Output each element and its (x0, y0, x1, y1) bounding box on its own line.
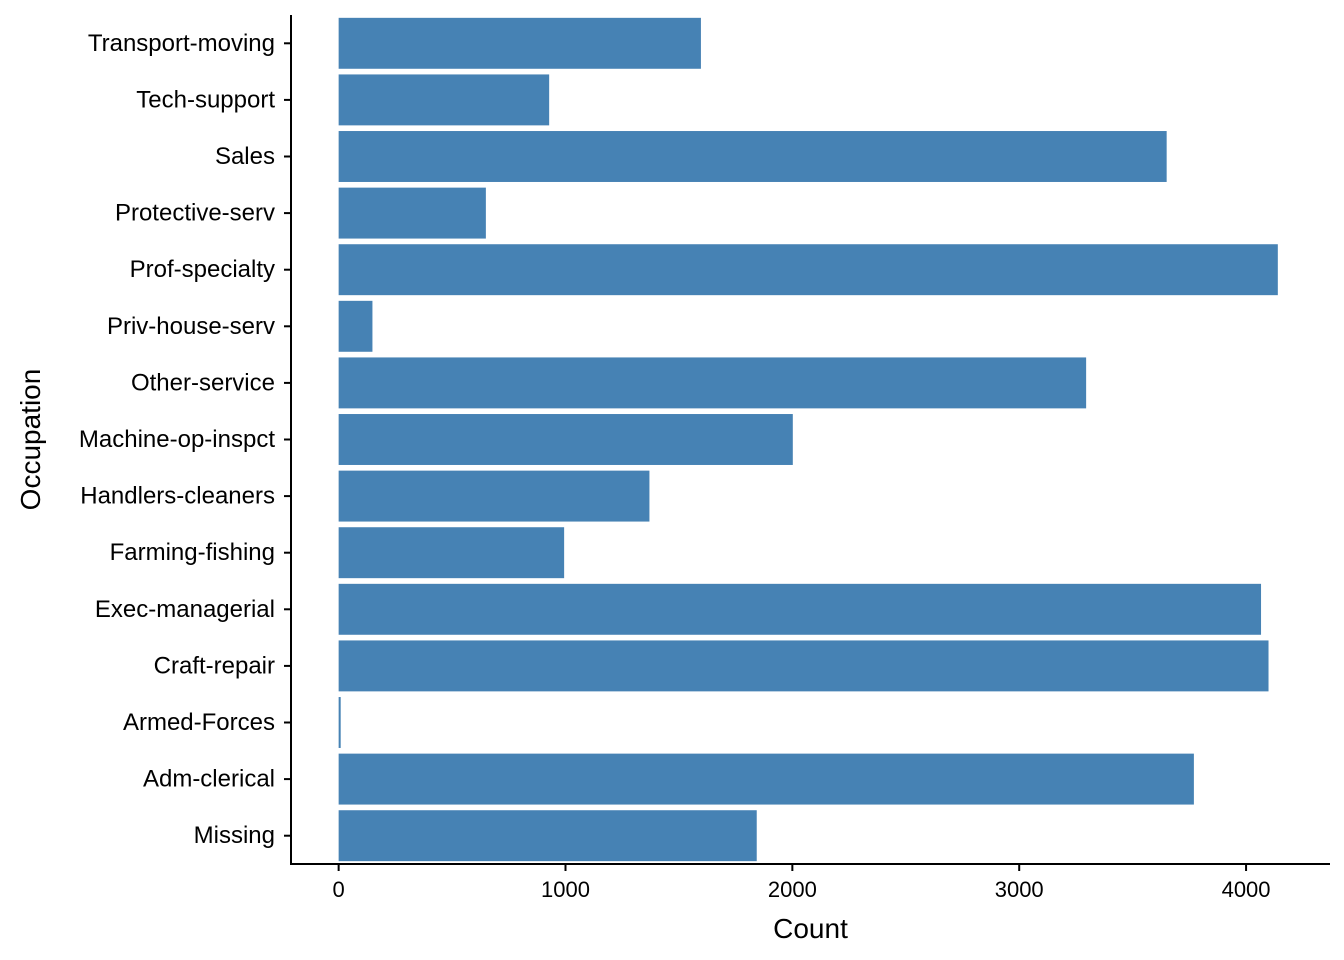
x-tick-label-4000: 4000 (1222, 877, 1271, 902)
category-label-adm-clerical: Adm-clerical (143, 766, 275, 793)
category-label-protective-serv: Protective-serv (115, 200, 275, 227)
bar-sales (338, 131, 1167, 182)
category-label-craft-repair: Craft-repair (154, 652, 275, 679)
bar-protective-serv (338, 187, 486, 239)
bar-priv-house-serv (338, 300, 373, 352)
category-label-armed-forces: Armed-Forces (123, 709, 275, 736)
x-tick-label-0: 0 (333, 877, 345, 902)
bars-group (338, 17, 1278, 862)
bar-prof-specialty (338, 244, 1278, 296)
bar-handlers-cleaners (338, 470, 650, 522)
bar-exec-managerial (338, 583, 1262, 635)
category-label-exec-managerial: Exec-managerial (95, 596, 275, 623)
y-ticks-group (284, 42, 291, 837)
x-tick-label-3000: 3000 (995, 877, 1044, 902)
bar-craft-repair (338, 640, 1269, 692)
category-label-other-service: Other-service (131, 369, 275, 396)
bar-transport-moving (338, 17, 701, 69)
category-label-prof-specialty: Prof-specialty (130, 256, 275, 283)
bar-machine-op-inspct (338, 414, 793, 465)
category-label-machine-op-inspct: Machine-op-inspct (79, 426, 275, 453)
category-label-farming-fishing: Farming-fishing (110, 539, 275, 566)
x-ticks-group: 0 1000 2000 3000 4000 (333, 864, 1271, 902)
category-label-handlers-cleaners: Handlers-cleaners (80, 483, 275, 510)
bar-tech-support (338, 74, 550, 126)
x-axis-title: Count (773, 913, 848, 944)
bar-other-service (338, 357, 1087, 409)
category-label-sales: Sales (215, 143, 275, 170)
y-axis-title: Occupation (15, 369, 46, 511)
category-label-transport-moving: Transport-moving (88, 30, 275, 57)
bar-armed-forces (338, 697, 341, 748)
category-label-missing: Missing (194, 822, 275, 849)
bar-adm-clerical (338, 753, 1194, 805)
category-label-priv-house-serv: Priv-house-serv (107, 313, 275, 340)
category-label-tech-support: Tech-support (136, 86, 275, 113)
bar-farming-fishing (338, 527, 565, 579)
x-tick-label-1000: 1000 (541, 877, 590, 902)
x-tick-label-2000: 2000 (768, 877, 817, 902)
category-labels-group: Missing Adm-clerical Armed-Forces Craft-rep… (79, 30, 275, 849)
bar-missing (338, 810, 757, 862)
